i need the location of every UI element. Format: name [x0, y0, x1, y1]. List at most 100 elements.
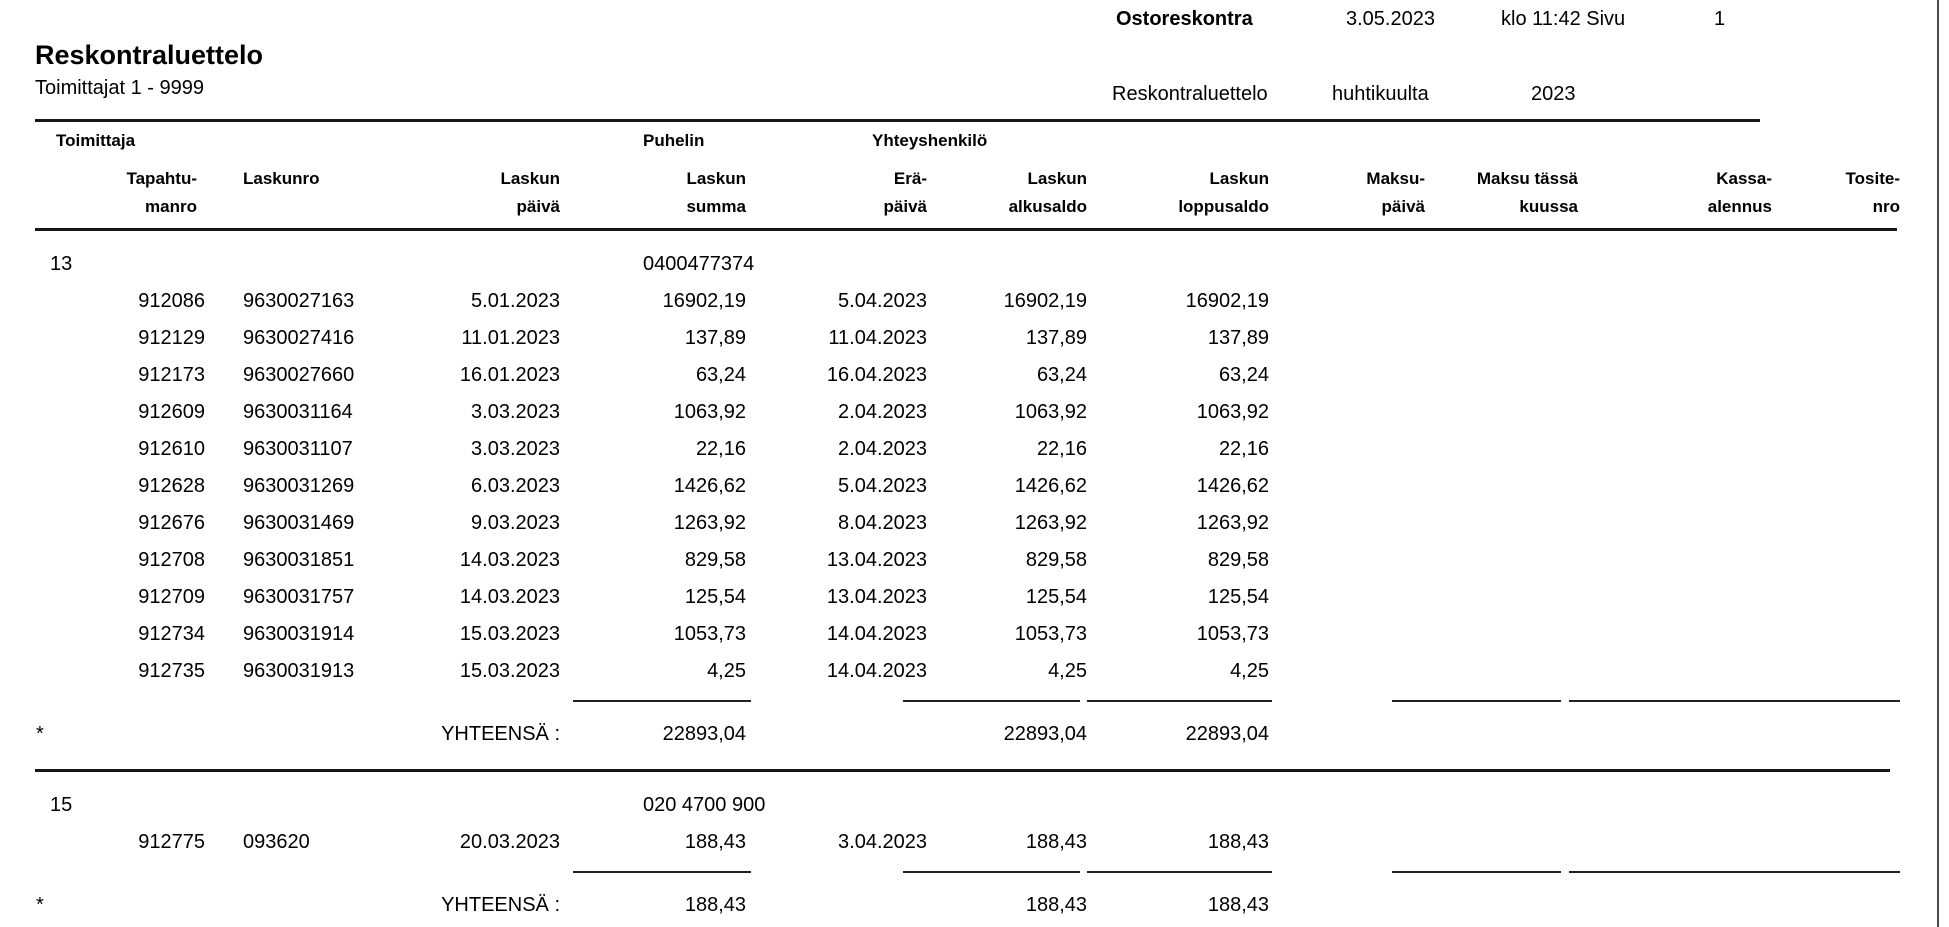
supplier-section: 15 020 4700 900 912775 093620 20.03.2023 188,…: [0, 787, 1949, 927]
invoice-row: 912628 9630031269 6.03.2023 1426,62 5.04.202…: [0, 468, 1949, 505]
cell-tapahtumanro: 912708: [138, 549, 205, 571]
total-row: * YHTEENSÄ : 22893,04 22893,04 22893,04: [0, 716, 1949, 753]
cell-laskun-paiva: 3.03.2023: [471, 438, 560, 460]
cell-tapahtumanro: 912709: [138, 586, 205, 608]
column-header-laskun-paiva: Laskun päivä: [400, 165, 560, 221]
cell-laskun-summa: 4,25: [707, 660, 746, 682]
cell-tapahtumanro: 912676: [138, 512, 205, 534]
cell-alkusaldo: 4,25: [1048, 660, 1087, 682]
invoice-row: 912129 9630027416 11.01.2023 137,89 11.04.20…: [0, 320, 1949, 357]
total-marker: *: [36, 723, 44, 745]
column-header-line: summa: [686, 197, 746, 216]
invoice-row: 912086 9630027163 5.01.2023 16902,19 5.04.20…: [0, 283, 1949, 320]
sum-line-summa: [573, 700, 751, 702]
column-header-line: Laskunro: [243, 169, 320, 188]
cell-tapahtumanro: 912734: [138, 623, 205, 645]
cell-laskun-paiva: 14.03.2023: [459, 549, 560, 571]
invoice-row: 912676 9630031469 9.03.2023 1263,92 8.04.202…: [0, 505, 1949, 542]
group-header-puhelin: Puhelin: [643, 131, 705, 150]
header-divider: [35, 228, 1897, 231]
invoice-row: 912708 9630031851 14.03.2023 829,58 13.04.20…: [0, 542, 1949, 579]
column-header-line: Tapahtu-: [126, 169, 197, 188]
column-header-laskun-summa: Laskun summa: [586, 165, 746, 221]
invoice-row: 912775 093620 20.03.2023 188,43 3.04.2023 188…: [0, 824, 1949, 861]
column-header-laskunro: Laskunro: [243, 165, 453, 193]
cell-laskun-paiva: 3.03.2023: [471, 401, 560, 423]
cell-laskunro: 9630027416: [243, 327, 355, 349]
cell-tapahtumanro: 912173: [138, 364, 205, 386]
cell-erapaiva: 14.04.2023: [826, 623, 927, 645]
cell-laskunro: 093620: [243, 831, 310, 853]
section-divider: [35, 769, 1890, 772]
sum-line-summa: [573, 871, 751, 873]
supplier-row: 13 0400477374: [0, 246, 1949, 283]
total-loppusaldo: 188,43: [1207, 894, 1269, 916]
cell-laskunro: 9630031757: [243, 586, 355, 608]
cell-erapaiva: 13.04.2023: [826, 549, 927, 571]
total-row: * YHTEENSÄ : 188,43 188,43 188,43: [0, 887, 1949, 924]
sum-line-maksu-tassa-kuussa: [1392, 871, 1561, 873]
cell-loppusaldo: 1053,73: [1196, 623, 1269, 645]
cell-laskun-summa: 16902,19: [662, 290, 746, 312]
cell-laskunro: 9630027660: [243, 364, 355, 386]
column-header-line: alennus: [1707, 197, 1772, 216]
print-date: 3.05.2023: [1346, 8, 1435, 30]
period-year: 2023: [1531, 83, 1576, 105]
cell-tapahtumanro: 912735: [138, 660, 205, 682]
column-header-line: loppusaldo: [1178, 197, 1269, 216]
page-subtitle: Toimittajat 1 - 9999: [35, 77, 204, 99]
cell-alkusaldo: 1426,62: [1014, 475, 1087, 497]
column-header-line: nro: [1872, 197, 1900, 216]
column-header-laskun-alkusaldo: Laskun alkusaldo: [927, 165, 1087, 221]
page-number: 1: [1714, 8, 1726, 30]
cell-erapaiva: 2.04.2023: [838, 401, 927, 423]
cell-tapahtumanro: 912129: [138, 327, 205, 349]
cell-loppusaldo: 1263,92: [1196, 512, 1269, 534]
cell-laskun-paiva: 9.03.2023: [471, 512, 560, 534]
cell-alkusaldo: 1053,73: [1014, 623, 1087, 645]
page-right-border: [1937, 0, 1939, 927]
invoice-row: 912735 9630031913 15.03.2023 4,25 14.04.2023…: [0, 653, 1949, 690]
column-header-line: Maksu-: [1366, 169, 1425, 188]
period-month: huhtikuulta: [1332, 83, 1429, 105]
column-header-line: kuussa: [1519, 197, 1578, 216]
column-header-line: Maksu tässä: [1476, 169, 1578, 188]
supplier-section: 13 0400477374 912086 9630027163 5.01.2023 169…: [0, 246, 1949, 772]
report-name: Reskontraluettelo: [1112, 83, 1268, 105]
cell-erapaiva: 16.04.2023: [826, 364, 927, 386]
column-header-maksu-tassa-kuussa: Maksu tässä kuussa: [1408, 165, 1578, 221]
total-alkusaldo: 188,43: [1025, 894, 1087, 916]
supplier-phone: 0400477374: [643, 253, 755, 275]
cell-erapaiva: 8.04.2023: [838, 512, 927, 534]
column-header-line: päivä: [883, 197, 927, 216]
cell-loppusaldo: 22,16: [1218, 438, 1269, 460]
page-title: Reskontraluettelo: [35, 40, 264, 70]
cell-laskun-summa: 63,24: [695, 364, 746, 386]
cell-laskun-summa: 1063,92: [673, 401, 746, 423]
column-header-tapahtumanro: Tapahtu- manro: [60, 165, 197, 221]
supplier-phone: 020 4700 900: [643, 794, 766, 816]
cell-erapaiva: 3.04.2023: [838, 831, 927, 853]
cell-alkusaldo: 137,89: [1025, 327, 1087, 349]
cell-alkusaldo: 829,58: [1025, 549, 1087, 571]
cell-loppusaldo: 829,58: [1207, 549, 1269, 571]
column-header-line: Erä-: [893, 169, 927, 188]
cell-laskunro: 9630031913: [243, 660, 355, 682]
cell-alkusaldo: 22,16: [1036, 438, 1087, 460]
cell-erapaiva: 2.04.2023: [838, 438, 927, 460]
cell-laskunro: 9630031851: [243, 549, 355, 571]
cell-erapaiva: 13.04.2023: [826, 586, 927, 608]
supplier-id: 15: [50, 794, 73, 816]
cell-loppusaldo: 1063,92: [1196, 401, 1269, 423]
column-header-laskun-loppusaldo: Laskun loppusaldo: [1109, 165, 1269, 221]
invoice-row: 912609 9630031164 3.03.2023 1063,92 2.04.202…: [0, 394, 1949, 431]
cell-laskun-summa: 1053,73: [673, 623, 746, 645]
column-header-maksupaiva: Maksu- päivä: [1265, 165, 1425, 221]
module-title: Ostoreskontra: [1116, 8, 1253, 30]
cell-loppusaldo: 125,54: [1207, 586, 1269, 608]
cell-laskun-paiva: 14.03.2023: [459, 586, 560, 608]
cell-laskun-summa: 1263,92: [673, 512, 746, 534]
column-header-line: Laskun: [500, 169, 560, 188]
cell-loppusaldo: 16902,19: [1185, 290, 1269, 312]
